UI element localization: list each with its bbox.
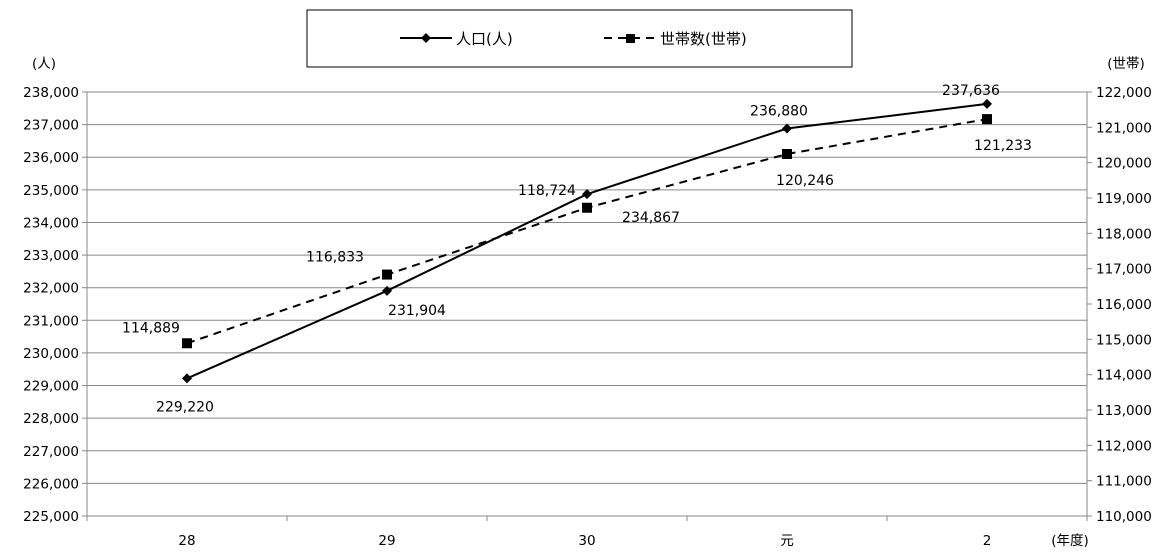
gridlines: [87, 91, 1087, 517]
data-markers: [182, 98, 992, 384]
data-label: 116,833: [306, 250, 364, 266]
data-point-square: [382, 269, 392, 280]
data-label: 121,233: [974, 138, 1032, 154]
data-label: 231,904: [388, 303, 446, 319]
left-axis-tick-label: 232,000: [23, 281, 79, 297]
data-point-diamond: [782, 123, 792, 134]
x-axis-unit-label: (年度): [1051, 533, 1089, 549]
axes: [86, 92, 1088, 517]
right-axis-tick-label: 115,000: [1096, 332, 1152, 348]
legend-label-households: 世帯数(世帯): [660, 30, 747, 48]
data-point-square: [582, 202, 592, 213]
data-point-diamond: [182, 373, 192, 384]
data-point-square: [782, 148, 792, 159]
left-axis-tick-label: 228,000: [23, 411, 79, 427]
right-axis-tick-label: 116,000: [1096, 297, 1152, 313]
data-point-diamond: [382, 285, 392, 296]
data-label: 234,867: [622, 210, 680, 226]
series-line-0: [186, 102, 988, 380]
right-axis-tick-label: 119,000: [1096, 191, 1152, 207]
x-axis-tick-label: 2: [983, 533, 992, 549]
series-lines: [186, 102, 988, 380]
right-axis-tick-label: 120,000: [1096, 156, 1152, 172]
right-axis-tick-label: 112,000: [1096, 438, 1152, 454]
right-axis-tick-label: 114,000: [1096, 368, 1152, 384]
data-point-diamond: [582, 189, 592, 200]
left-axis-ticks: 225,000 226,000 227,000 228,000 229,000 230,0…: [23, 85, 87, 525]
data-label: 236,880: [750, 104, 808, 120]
x-axis-tick-label: 28: [178, 533, 195, 549]
data-point-diamond: [982, 98, 992, 109]
legend-box: [306, 9, 853, 68]
right-axis-tick-label: 111,000: [1096, 474, 1152, 490]
right-axis-tick-label: 113,000: [1096, 403, 1152, 419]
right-axis-tick-label: 117,000: [1096, 262, 1152, 278]
left-axis-tick-label: 229,000: [23, 379, 79, 395]
x-axis-tick-label: 30: [578, 533, 595, 549]
x-axis-tick-label: 元: [780, 533, 794, 549]
x-axis-ticks: 28 29 30 元 2: [86, 516, 1088, 549]
data-point-square: [982, 114, 992, 125]
x-axis-tick-label: 29: [378, 533, 395, 549]
right-axis-unit-label: (世帯): [1107, 56, 1145, 72]
left-axis-tick-label: 237,000: [23, 118, 79, 134]
data-label: 118,724: [518, 183, 576, 199]
left-axis-tick-label: 235,000: [23, 183, 79, 199]
legend: 人口(人) 世帯数(世帯): [306, 9, 853, 68]
right-axis-ticks: 110,000 111,000 112,000 113,000 114,000 115,0…: [1087, 85, 1152, 525]
data-label: 120,246: [776, 173, 834, 189]
right-axis-tick-label: 121,000: [1096, 120, 1152, 136]
left-axis-tick-label: 227,000: [23, 444, 79, 460]
left-axis-tick-label: 225,000: [23, 509, 79, 525]
left-axis-tick-label: 234,000: [23, 215, 79, 231]
left-axis-tick-label: 233,000: [23, 248, 79, 264]
data-label: 114,889: [122, 320, 180, 336]
left-axis-tick-label: 238,000: [23, 85, 79, 101]
legend-marker-population: [421, 33, 431, 43]
left-axis-unit-label: (人): [32, 56, 56, 72]
right-axis-tick-label: 122,000: [1096, 85, 1152, 101]
legend-marker-households: [626, 34, 635, 43]
data-labels: 229,220 231,904 234,867 236,880 237,636 114,8…: [122, 83, 1032, 415]
data-label: 229,220: [156, 399, 214, 415]
left-axis-tick-label: 230,000: [23, 346, 79, 362]
right-axis-tick-label: 118,000: [1096, 226, 1152, 242]
data-label: 237,636: [942, 83, 1000, 99]
legend-label-population: 人口(人): [456, 30, 513, 48]
left-axis-tick-label: 226,000: [23, 476, 79, 492]
series-line-1: [186, 118, 988, 345]
right-axis-tick-label: 110,000: [1096, 509, 1152, 525]
left-axis-tick-label: 231,000: [23, 313, 79, 329]
left-axis-tick-label: 236,000: [23, 150, 79, 166]
data-point-square: [182, 338, 192, 349]
